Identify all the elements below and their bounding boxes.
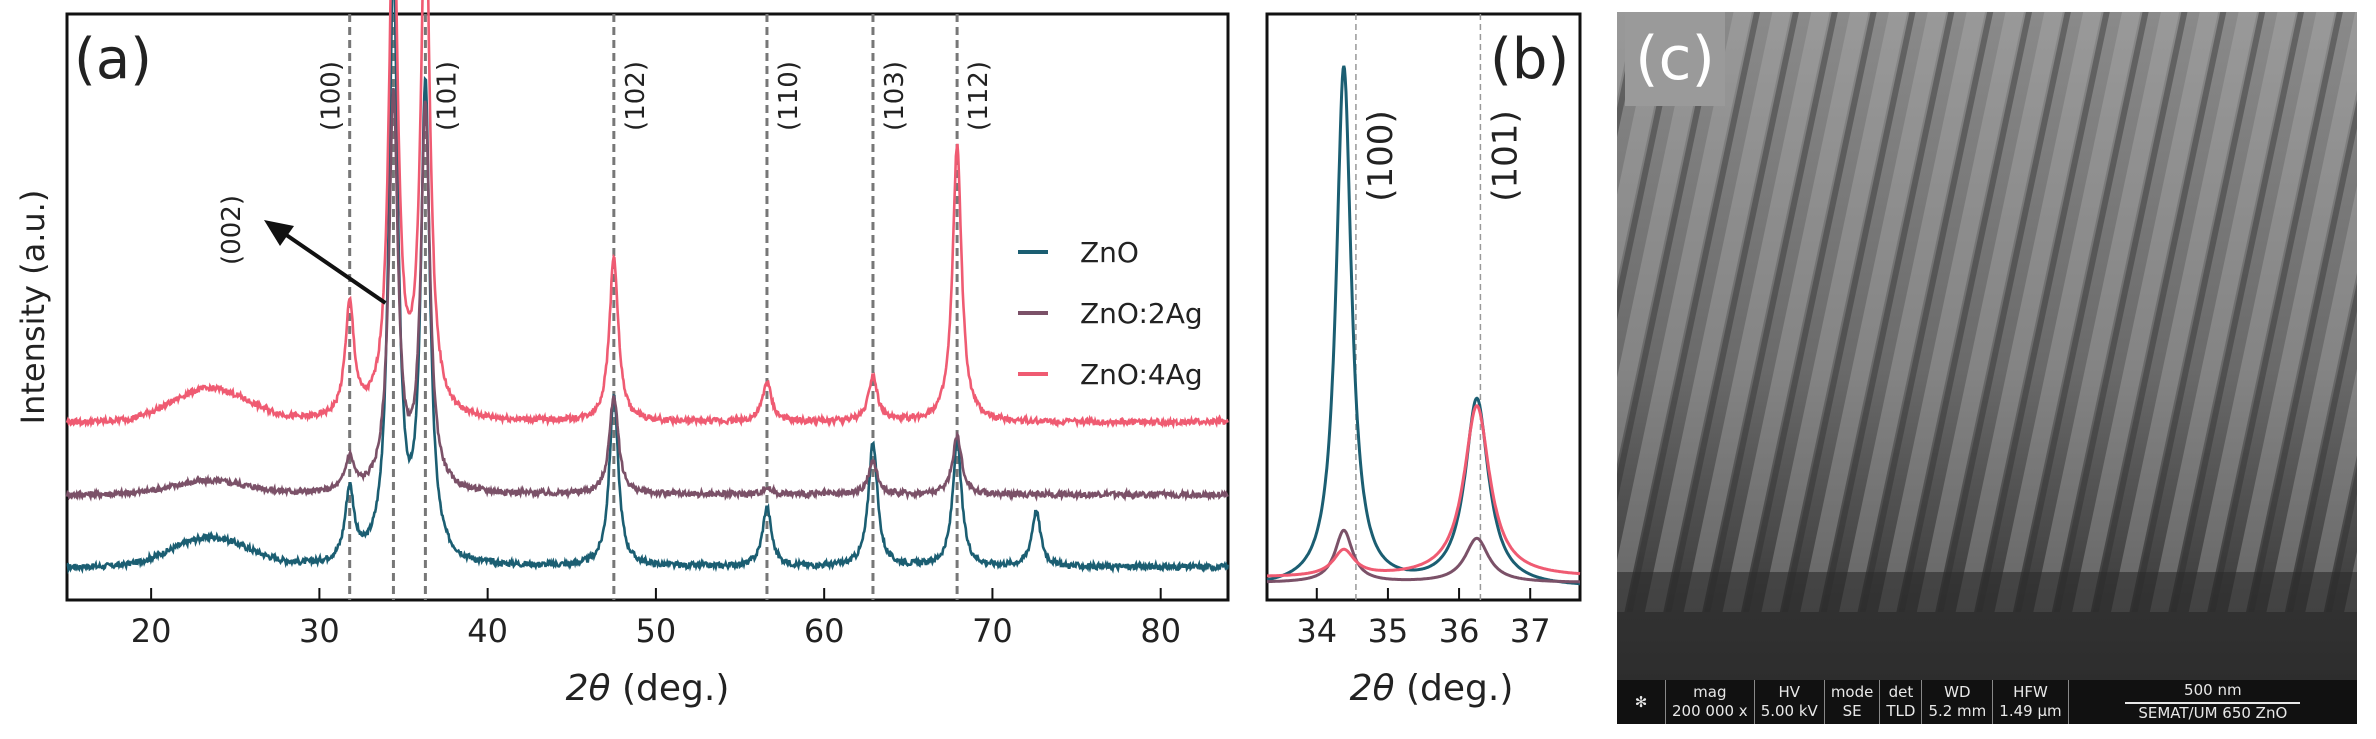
sample-label: SEMAT/UM 650 ZnO [2138,704,2288,722]
mode-cell: mode SE [1823,680,1880,724]
annotation-arrow [280,230,387,305]
x-tick-label: 40 [467,612,508,650]
panel-a-frame [65,12,1230,602]
panel-c-label: (c) [1625,12,1725,106]
panel-a-label: (a) [74,27,152,92]
series-line-ZnO:4Ag [65,0,1229,430]
scale-bar-label: 500 nm [2184,681,2242,699]
mag-cell: mag 200 000 x [1665,680,1754,724]
annotation-arrowhead [264,220,294,246]
scale-bar-cell: 500 nm SEMAT/UM 650 ZnO [2067,680,2357,724]
x-tick-label: 60 [804,612,845,650]
x-tick-label: 37 [1510,612,1551,650]
reference-line-label: (112) [964,61,994,131]
series-line-ZnO [66,0,1229,575]
reference-line-label: (101) [432,61,462,131]
annotation-label: (002) [217,195,247,265]
reference-line-label: (110) [774,61,804,131]
det-cell: det TLD [1879,680,1921,724]
scale-bar [2125,702,2301,704]
hfw-cell: HFW 1.49 μm [1992,680,2067,724]
x-axis-label: 2θ (deg.) [566,668,730,709]
sem-logo-icon: ✻ [1634,692,1648,711]
x-tick-label: 34 [1296,612,1337,650]
x-tick-label: 36 [1439,612,1480,650]
x-axis-label: 2θ (deg.) [1350,668,1514,709]
reference-line-label: (100) [317,61,347,131]
series-line-ZnO [1266,65,1580,586]
legend-label: ZnO [1080,236,1139,269]
reference-line-label: (103) [880,61,910,131]
reference-line-label: (102) [621,61,651,131]
sem-micrograph [1617,12,2357,724]
x-tick-label: 80 [1140,612,1181,650]
reference-line-label: (101) [1485,110,1525,201]
legend-label: ZnO:2Ag [1080,297,1203,330]
legend-label: ZnO:4Ag [1080,358,1203,391]
series-line-ZnO:2Ag [65,87,1229,502]
series-line-ZnO:2Ag [1267,528,1580,584]
panel-a-chart: (100) (101) (102) (110) (103) (112) 20 30 40 50 60… [14,0,1230,709]
panel-b-frame [1265,12,1582,602]
x-tick-label: 30 [299,612,340,650]
sem-info-bar: ✻ mag 200 000 x HV 5.00 kV mode SE det TLD W… [1617,680,2357,724]
sem-image-panel: (c) ✻ mag 200 000 x HV 5.00 kV mode SE det T… [1617,12,2357,724]
panel-b-chart: (100) (101) 34 35 36 37 2θ (deg.) (b) [1265,12,1582,709]
wd-cell: WD 5.2 mm [1921,680,1992,724]
hv-cell: HV 5.00 kV [1753,680,1824,724]
reference-line-label: (100) [1361,110,1401,201]
y-axis-label: Intensity (a.u.) [14,190,52,425]
series-line-ZnO:4Ag [1267,404,1581,578]
x-tick-label: 20 [131,612,172,650]
x-tick-label: 35 [1368,612,1409,650]
x-tick-label: 50 [636,612,677,650]
x-tick-label: 70 [972,612,1013,650]
panel-b-label: (b) [1490,27,1569,92]
